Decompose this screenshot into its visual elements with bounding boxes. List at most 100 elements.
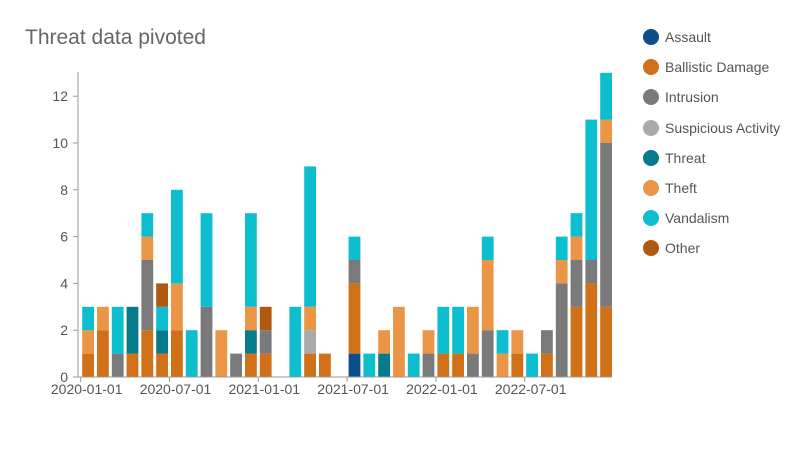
legend-item-theft: Theft: [643, 173, 780, 203]
bar-segment-vandalism-2020-03: [111, 306, 124, 354]
bar-segment-theft-2022-06: [511, 330, 524, 354]
legend-label: Intrusion: [665, 89, 719, 106]
bar-segment-threat-2020-06: [156, 330, 168, 354]
legend-swatch: [643, 180, 659, 197]
bar-segment-vandalism-2021-07: [348, 236, 361, 260]
y-tick-label: 12: [52, 88, 68, 104]
legend-item-suspicious-activity: Suspicious Activity: [643, 113, 780, 143]
bar-segment-ballistic-damage-2022-02: [452, 353, 464, 377]
bar-segment-theft-2021-12: [422, 330, 435, 354]
legend-item-threat: Threat: [643, 143, 780, 173]
bar-segment-vandalism-2022-09: [555, 236, 568, 260]
bar-segment-threat-2020-12: [245, 330, 257, 354]
legend-item-intrusion: Intrusion: [643, 82, 780, 112]
bar-segment-vandalism-2020-01: [82, 306, 94, 331]
bar-segment-assault-2021-07: [348, 353, 361, 377]
bar-segment-intrusion-2021-01: [259, 330, 272, 354]
bar-segment-ballistic-damage-2021-07: [348, 283, 361, 354]
y-tick-label: 2: [60, 322, 68, 338]
bar-segment-theft-2021-09: [378, 330, 390, 354]
bar-segment-ballistic-damage-2021-01: [259, 353, 272, 377]
legend-swatch: [643, 59, 659, 76]
bar-segment-theft-2020-02: [97, 306, 109, 331]
bar-segment-intrusion-2022-09: [555, 283, 568, 377]
chart-title: Threat data pivoted: [25, 26, 206, 49]
bar-segment-ballistic-damage-2022-08: [541, 353, 553, 377]
bar-segment-theft-2020-07: [171, 283, 183, 331]
bar-segment-theft-2022-10: [570, 236, 583, 260]
bar-segment-ballistic-damage-2022-12: [600, 306, 612, 377]
legend-label: Suspicious Activity: [665, 119, 781, 136]
bar-segment-intrusion-2021-12: [422, 353, 435, 377]
bar-segment-theft-2022-04: [481, 260, 494, 331]
bar-segment-theft-2020-01: [82, 330, 94, 354]
bar-segment-vandalism-2021-11: [407, 353, 420, 377]
bar-segment-theft-2020-10: [215, 330, 228, 377]
chart-legend: Assault Ballistic Damage Intrusion Suspicio…: [643, 22, 780, 264]
bar-segment-ballistic-damage-2020-05: [141, 330, 154, 377]
x-tick-label: 2021-01-01: [228, 381, 300, 397]
bar-segment-intrusion-2021-07: [348, 260, 361, 284]
bar-segment-ballistic-damage-2022-06: [511, 353, 524, 377]
y-tick-label: 0: [60, 369, 68, 385]
y-tick-label: 4: [60, 275, 68, 291]
bar-segment-ballistic-damage-2020-06: [156, 353, 168, 377]
bar-segment-theft-2021-04: [304, 306, 316, 331]
bar-segment-ballistic-damage-2021-05: [319, 353, 331, 377]
x-tick-label: 2022-07-01: [495, 381, 567, 397]
legend-swatch: [643, 29, 659, 46]
bar-segment-intrusion-2020-11: [230, 353, 242, 377]
legend-label: Threat: [665, 149, 706, 166]
legend-item-assault: Assault: [643, 22, 780, 52]
legend-label: Other: [665, 240, 701, 257]
legend-item-other: Other: [643, 233, 780, 263]
x-tick-label: 2022-01-01: [406, 381, 478, 397]
legend-item-vandalism: Vandalism: [643, 203, 780, 233]
bar-segment-ballistic-damage-2022-11: [585, 283, 598, 377]
legend-swatch: [643, 149, 659, 166]
bar-segment-threat-2020-04: [126, 306, 139, 354]
bar-segment-vandalism-2022-02: [452, 306, 464, 354]
y-tick-label: 8: [60, 182, 68, 198]
bar-segment-other-2021-01: [259, 306, 272, 331]
bar-segment-other-2020-06: [156, 283, 168, 307]
bar-segment-theft-2021-10: [393, 306, 405, 377]
bar-segment-vandalism-2020-07: [171, 189, 183, 284]
legend-label: Ballistic Damage: [665, 59, 770, 76]
x-tick-label: 2020-07-01: [140, 381, 212, 397]
legend-label: Vandalism: [665, 210, 730, 227]
x-tick-label: 2021-07-01: [317, 381, 389, 397]
legend-item-ballistic-damage: Ballistic Damage: [643, 52, 780, 82]
y-tick-label: 10: [52, 135, 68, 151]
bar-segment-vandalism-2022-04: [481, 236, 494, 260]
bar-segment-intrusion-2022-08: [541, 330, 553, 354]
bar-segment-vandalism-2022-10: [570, 213, 583, 237]
bar-segment-vandalism-2022-05: [496, 330, 509, 354]
bar-segment-vandalism-2021-08: [363, 353, 376, 377]
bar-segment-intrusion-2022-04: [481, 330, 494, 377]
bar-segment-ballistic-damage-2020-04: [126, 353, 139, 377]
bar-segment-theft-2022-05: [496, 353, 509, 377]
bar-segment-intrusion-2022-12: [600, 143, 612, 307]
bar-segment-ballistic-damage-2020-01: [82, 353, 94, 377]
bar-segment-vandalism-2021-03: [289, 306, 302, 377]
y-tick-label: 6: [60, 229, 68, 245]
legend-label: Assault: [665, 29, 711, 46]
legend-swatch: [643, 119, 659, 136]
bar-segment-intrusion-2020-03: [111, 353, 124, 377]
bar-segment-ballistic-damage-2022-10: [570, 306, 583, 377]
bar-segment-vandalism-2020-08: [185, 330, 198, 377]
legend-swatch: [643, 210, 659, 227]
bar-segment-ballistic-damage-2020-07: [171, 330, 183, 377]
bar-segment-vandalism-2020-09: [200, 213, 213, 307]
bar-segment-vandalism-2020-06: [156, 306, 168, 331]
bar-segment-intrusion-2022-10: [570, 260, 583, 307]
bar-segment-vandalism-2021-04: [304, 166, 316, 307]
bar-segment-theft-2022-09: [555, 260, 568, 284]
bar-segment-vandalism-2022-11: [585, 119, 598, 260]
bar-segment-suspicious-activity-2021-04: [304, 330, 316, 354]
legend-label: Theft: [665, 180, 697, 197]
legend-swatch: [643, 89, 659, 106]
bar-segment-intrusion-2022-11: [585, 260, 598, 284]
bar-segment-vandalism-2020-12: [245, 213, 257, 307]
